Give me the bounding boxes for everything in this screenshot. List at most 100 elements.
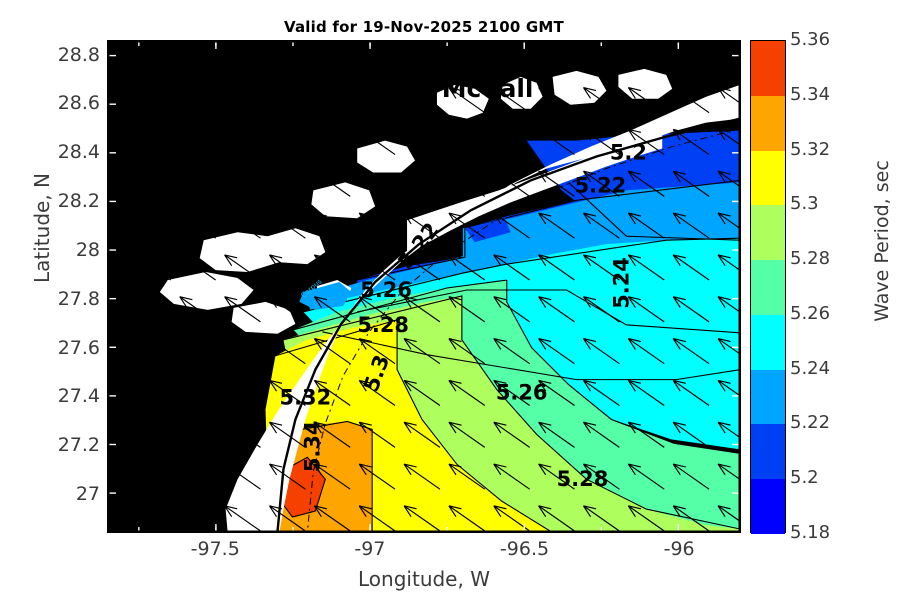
direction-arrow <box>108 183 127 197</box>
direction-arrow <box>313 379 351 406</box>
direction-arrow <box>717 296 740 313</box>
direction-arrow <box>627 505 665 532</box>
direction-arrow <box>493 170 530 197</box>
direction-arrow <box>179 87 216 114</box>
direction-arrow <box>627 379 665 406</box>
direction-arrow <box>403 421 441 448</box>
direction-arrow <box>493 45 530 72</box>
direction-arrow <box>672 296 710 323</box>
x-tick-label: -97.5 <box>190 538 240 560</box>
direction-arrow <box>313 45 351 72</box>
direction-arrow <box>627 296 665 323</box>
direction-arrow <box>717 379 740 397</box>
colorbar-tick-label: 5.34 <box>790 83 831 105</box>
direction-arrow <box>268 379 306 406</box>
direction-arrow <box>108 224 127 239</box>
direction-arrow <box>627 87 665 114</box>
direction-arrow <box>582 254 620 281</box>
colorbar[interactable] <box>750 40 786 534</box>
direction-arrow <box>448 379 486 406</box>
direction-arrow <box>448 212 486 239</box>
direction-arrow <box>358 337 396 365</box>
direction-arrow <box>108 434 127 448</box>
contour-value-label: 5.22 <box>575 173 627 197</box>
direction-arrow <box>134 128 172 156</box>
direction-arrow <box>358 296 396 323</box>
direction-arrow <box>717 337 740 355</box>
direction-arrow <box>448 463 486 490</box>
direction-arrow <box>179 421 216 448</box>
direction-arrow <box>224 45 261 72</box>
contour-line-layer <box>254 179 740 532</box>
direction-arrow <box>538 421 575 448</box>
direction-arrow <box>268 296 306 323</box>
direction-arrow <box>717 170 740 188</box>
x-tick-label: -97 <box>354 538 386 560</box>
direction-arrow <box>672 421 710 448</box>
direction-arrow <box>224 463 261 490</box>
direction-arrow <box>108 350 127 365</box>
direction-arrow <box>403 170 441 197</box>
map-plot-area[interactable]: 5.2 5.22 5.22 5.24 5.26 5.28 5.3 5.32 5.34 5.26 5.… <box>107 40 741 533</box>
direction-arrow <box>582 212 620 239</box>
colorbar-tick-label: 5.32 <box>790 138 831 160</box>
direction-arrow <box>538 379 575 406</box>
y-tick-label: 28.2 <box>57 190 100 213</box>
direction-arrow <box>627 254 665 281</box>
direction-arrow <box>224 421 261 448</box>
direction-arrow <box>268 337 306 365</box>
direction-arrow <box>538 128 575 156</box>
direction-arrow <box>493 87 530 114</box>
contour-value-label: 5.26 <box>360 278 412 302</box>
colorbar-tick-label: 5.3 <box>790 193 819 215</box>
direction-arrow <box>717 254 740 271</box>
direction-arrow <box>268 212 306 239</box>
direction-arrow <box>358 379 396 406</box>
direction-arrow <box>313 87 351 114</box>
direction-arrow <box>268 254 306 281</box>
direction-arrow <box>313 170 351 197</box>
direction-arrow <box>672 379 710 406</box>
direction-arrow <box>627 421 665 448</box>
axes-border <box>108 41 740 532</box>
direction-arrow <box>582 170 620 197</box>
direction-arrow <box>358 87 396 114</box>
direction-arrow <box>179 212 216 239</box>
direction-arrow <box>717 87 740 104</box>
direction-arrow <box>134 421 172 448</box>
direction-arrow <box>672 170 710 197</box>
direction-arrow <box>448 45 486 72</box>
direction-arrow <box>538 170 575 197</box>
direction-arrow <box>493 128 530 156</box>
direction-arrow <box>717 463 740 481</box>
direction-arrow <box>538 87 575 114</box>
direction-arrow <box>224 379 261 406</box>
direction-arrow <box>627 212 665 239</box>
direction-arrow <box>313 296 351 323</box>
direction-arrow <box>582 128 620 156</box>
direction-arrow <box>448 296 486 323</box>
direction-arrow <box>179 170 216 197</box>
contour-value-label: 5.28 <box>357 313 409 337</box>
direction-arrow <box>179 505 216 532</box>
direction-arrow <box>493 337 530 365</box>
contour-map: 5.25.225.225.245.265.285.35.325.345.265.… <box>108 41 740 532</box>
direction-arrow <box>403 128 441 156</box>
direction-arrow <box>358 463 396 490</box>
direction-arrow <box>108 57 127 72</box>
direction-arrow <box>627 45 665 72</box>
colorbar-band <box>751 95 785 151</box>
direction-arrow <box>224 128 261 156</box>
direction-arrow <box>358 128 396 156</box>
direction-arrow <box>582 421 620 448</box>
x-tick-label: -96 <box>663 538 695 560</box>
band-5.24-5.26-b <box>506 240 740 450</box>
direction-arrow <box>717 128 740 146</box>
direction-arrow <box>538 212 575 239</box>
direction-arrow <box>358 505 396 532</box>
direction-arrow <box>493 463 530 490</box>
direction-arrow <box>672 87 710 114</box>
direction-arrow <box>134 212 172 239</box>
direction-arrow <box>448 170 486 197</box>
state-boundary-dashdot <box>306 128 740 532</box>
